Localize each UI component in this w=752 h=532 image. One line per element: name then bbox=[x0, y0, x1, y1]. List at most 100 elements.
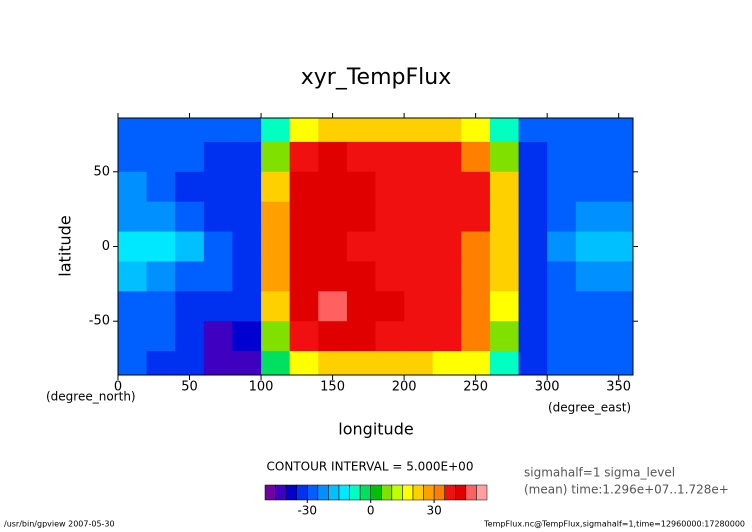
cell bbox=[318, 351, 348, 375]
cell bbox=[318, 141, 348, 173]
cell bbox=[404, 351, 434, 375]
cell bbox=[175, 171, 205, 203]
cell bbox=[346, 291, 376, 322]
cell bbox=[404, 231, 434, 262]
cell bbox=[261, 141, 291, 173]
colorbar-swatch bbox=[381, 484, 393, 501]
colorbar: -30 0 30 bbox=[264, 484, 488, 518]
colorbar-swatch bbox=[455, 484, 467, 501]
cell bbox=[375, 261, 405, 292]
cell bbox=[289, 231, 319, 262]
colorbar-swatch bbox=[402, 484, 414, 501]
cell bbox=[261, 231, 291, 262]
cell bbox=[146, 118, 176, 143]
cell bbox=[489, 261, 520, 292]
cell bbox=[518, 351, 548, 375]
cell bbox=[146, 201, 176, 233]
cell bbox=[318, 201, 348, 233]
cell bbox=[547, 171, 577, 203]
cell bbox=[489, 141, 520, 173]
chart-title: xyr_TempFlux bbox=[301, 65, 451, 90]
colorbar-swatch bbox=[423, 484, 435, 501]
cell bbox=[404, 141, 434, 173]
cell bbox=[518, 261, 548, 292]
colorbar-swatch bbox=[349, 484, 361, 501]
cell bbox=[118, 171, 148, 203]
cell bbox=[375, 321, 405, 352]
cell bbox=[575, 261, 605, 292]
cell bbox=[575, 141, 605, 173]
cell bbox=[203, 231, 233, 262]
cell bbox=[432, 321, 462, 352]
colorbar-swatch bbox=[465, 484, 477, 501]
cell bbox=[203, 321, 233, 352]
cell bbox=[518, 201, 548, 233]
cell bbox=[289, 118, 319, 143]
cell bbox=[261, 321, 291, 352]
cell bbox=[203, 118, 233, 143]
colorbar-swatch bbox=[307, 484, 319, 501]
cell bbox=[346, 321, 376, 352]
cell bbox=[318, 261, 348, 292]
cell bbox=[547, 291, 577, 322]
cell bbox=[375, 171, 405, 203]
x-tick-label: 150 bbox=[320, 380, 345, 395]
colorbar-tick-label: -30 bbox=[297, 504, 317, 518]
cell bbox=[604, 201, 633, 233]
cell bbox=[575, 201, 605, 233]
cell bbox=[289, 201, 319, 233]
cell bbox=[518, 291, 548, 322]
colorbar-swatch bbox=[476, 484, 488, 501]
cell bbox=[489, 201, 520, 233]
colorbar-swatch bbox=[338, 484, 350, 501]
cell bbox=[318, 291, 348, 322]
cell bbox=[289, 171, 319, 203]
cell bbox=[489, 171, 520, 203]
cell bbox=[289, 291, 319, 322]
cell bbox=[261, 118, 291, 143]
cell bbox=[575, 118, 605, 143]
cell bbox=[289, 321, 319, 352]
cell bbox=[118, 291, 148, 322]
colorbar-swatch bbox=[285, 484, 297, 501]
colorbar-swatch bbox=[412, 484, 424, 501]
cell bbox=[175, 201, 205, 233]
cell bbox=[375, 351, 405, 375]
cell bbox=[175, 261, 205, 292]
cell bbox=[346, 171, 376, 203]
cell bbox=[404, 291, 434, 322]
cell bbox=[604, 231, 633, 262]
cell bbox=[604, 351, 633, 375]
cell bbox=[346, 351, 376, 375]
cell bbox=[461, 261, 491, 292]
cell bbox=[346, 261, 376, 292]
cell bbox=[232, 351, 262, 375]
cell bbox=[203, 261, 233, 292]
colorbar-swatch bbox=[264, 484, 276, 501]
cell bbox=[289, 141, 319, 173]
cell bbox=[146, 291, 176, 322]
cell bbox=[261, 261, 291, 292]
cell bbox=[404, 201, 434, 233]
cell bbox=[346, 201, 376, 233]
cell bbox=[489, 118, 520, 143]
cell bbox=[604, 171, 633, 203]
cell bbox=[547, 141, 577, 173]
cell bbox=[518, 118, 548, 143]
cell bbox=[203, 141, 233, 173]
cell bbox=[118, 321, 148, 352]
cell bbox=[375, 141, 405, 173]
cell bbox=[461, 321, 491, 352]
cell bbox=[232, 261, 262, 292]
x-tick-label: 350 bbox=[606, 380, 631, 395]
annotation: sigmahalf=1 sigma_level bbox=[524, 466, 675, 480]
x-tick-label: 0 bbox=[114, 380, 122, 395]
cell bbox=[203, 171, 233, 203]
cell bbox=[547, 261, 577, 292]
x-tick-label: 100 bbox=[249, 380, 274, 395]
cell bbox=[432, 201, 462, 233]
cell bbox=[146, 141, 176, 173]
cell bbox=[518, 171, 548, 203]
y-axis-label: latitude bbox=[56, 215, 75, 276]
cell bbox=[404, 321, 434, 352]
